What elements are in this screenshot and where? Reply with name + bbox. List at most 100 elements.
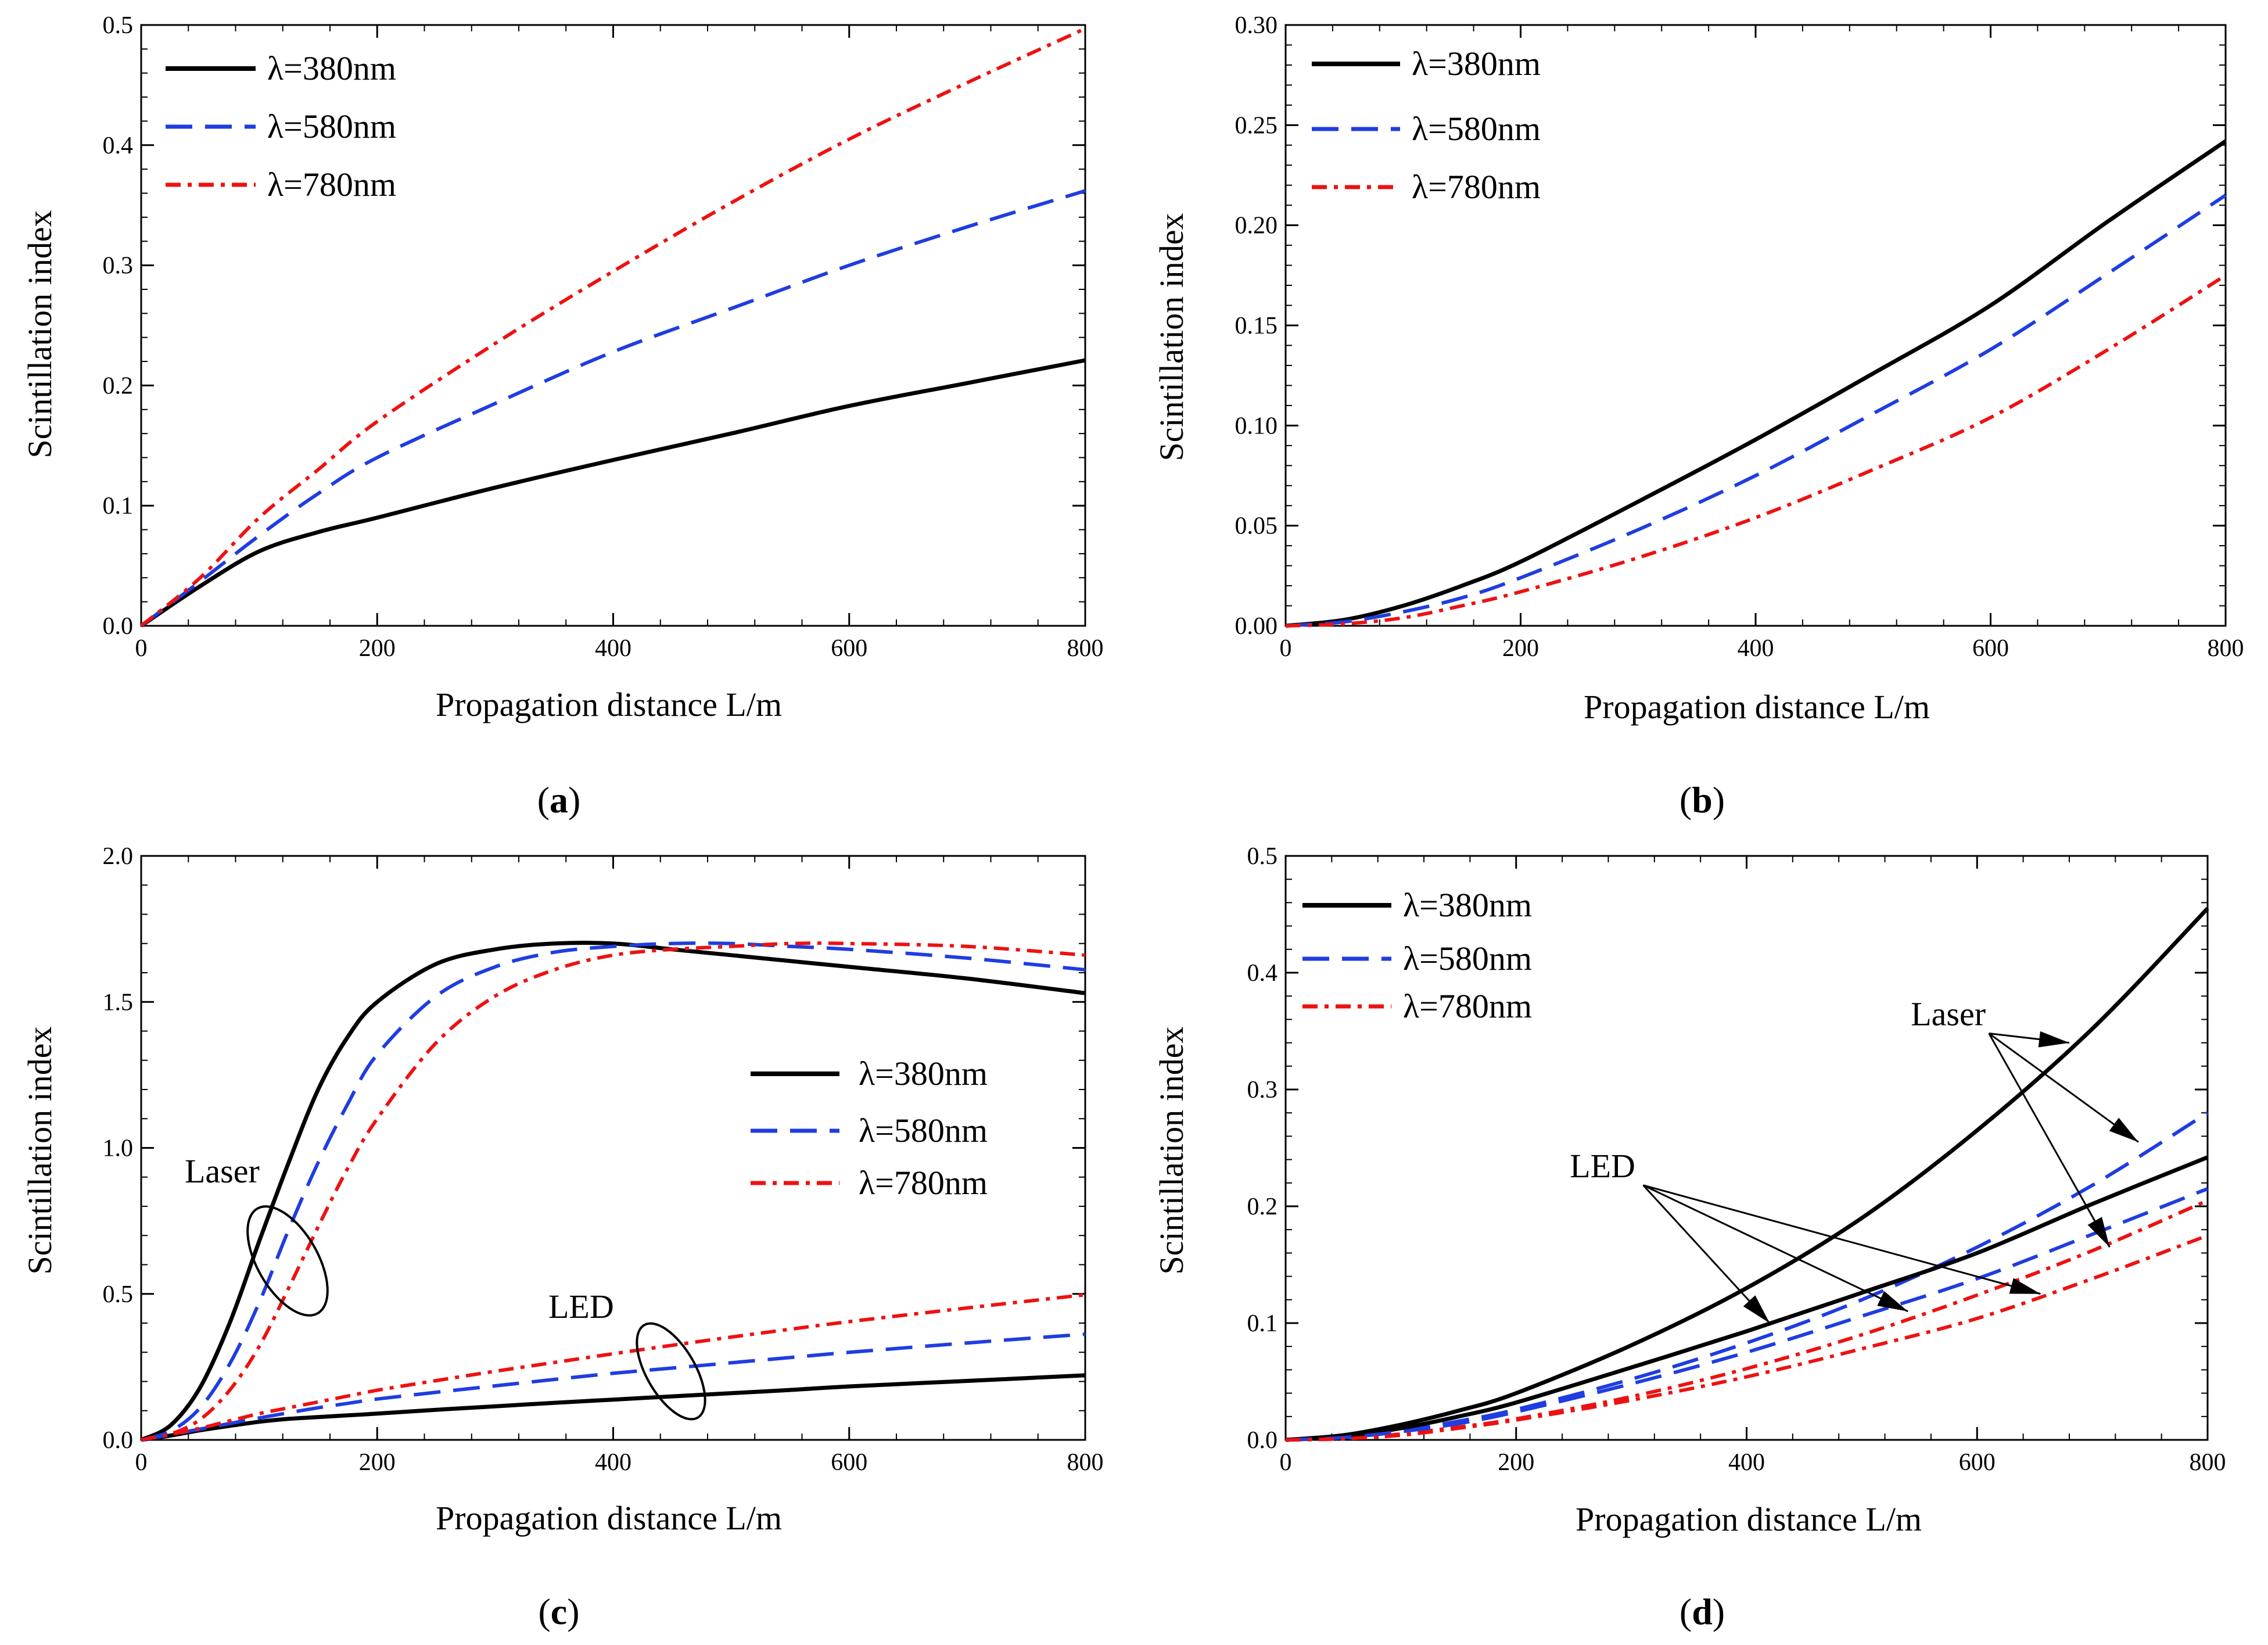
annotation-laser-d-label: Laser [1911, 995, 1986, 1033]
y-tick-label-c: 1.0 [103, 1135, 134, 1162]
x-tick-label-c: 400 [595, 1449, 631, 1476]
legend-b-label-3: λ=780nm [1412, 168, 1541, 206]
y-tick-label-b: 0.00 [1235, 613, 1278, 640]
legend-c-label-1: λ=380nm [859, 1055, 988, 1092]
series-line-c-laser-380nm [140, 941, 1086, 1442]
legend-b: λ=380nm λ=580nm λ=780nm [1312, 45, 1541, 206]
legend-d-label-1: λ=380nm [1403, 886, 1532, 924]
legend-c-label-2: λ=580nm [859, 1112, 988, 1149]
annotation-led-c: LED [548, 1288, 706, 1421]
x-tick-label-d: 200 [1498, 1449, 1534, 1476]
series-line-c-laser-580nm [141, 941, 1086, 1442]
caption-c: (c) [538, 1591, 579, 1632]
x-axis-label-b: Propagation distance L/m [1584, 688, 1930, 726]
y-tick-label-a: 0.1 [103, 493, 134, 519]
series-line-b-380nm [1285, 139, 2227, 628]
series-line-c-laser-780nm [141, 941, 1086, 1442]
series-line-a-580nm [140, 189, 1086, 628]
annotation-led-c-ellipse [636, 1322, 706, 1421]
y-tick-label-a: 0.3 [103, 253, 134, 279]
legend-c-label-3: λ=780nm [859, 1164, 988, 1202]
panel-b: 0 200 400 600 800 0.00 0.05 0.10 0.15 0.20 0.25 0.3… [1153, 12, 2244, 820]
x-tick-label-d: 0 [1280, 1449, 1292, 1476]
annotation-led-d-label: LED [1570, 1147, 1635, 1185]
x-tick-label-a: 200 [359, 635, 396, 662]
x-tick-label-b: 600 [1972, 635, 2009, 662]
x-tick-label-c: 0 [135, 1449, 148, 1476]
series-line-b-580nm [1285, 193, 2227, 628]
annotation-led-c-label: LED [548, 1288, 614, 1325]
series-line-c-led-780nm [141, 1293, 1086, 1442]
annotation-arrow-led-d [1642, 1184, 1908, 1313]
y-tick-label-b: 0.10 [1235, 413, 1278, 439]
y-tick-label-b: 0.20 [1235, 213, 1278, 239]
x-tick-label-d: 600 [1959, 1449, 1996, 1476]
annotation-arrowhead-led-d [2009, 1278, 2041, 1294]
series-line-b-780nm [1285, 274, 2227, 628]
y-tick-label-b: 0.05 [1235, 513, 1278, 540]
x-tick-label-d: 400 [1728, 1449, 1765, 1476]
y-tick-label-a: 0.5 [103, 12, 134, 39]
legend-c: λ=380nm λ=580nm λ=780nm [751, 1055, 988, 1202]
series-line-c-led-580nm [141, 1332, 1086, 1442]
x-tick-label-a: 400 [595, 635, 631, 662]
caption-a: (a) [537, 779, 581, 820]
y-tick-label-a: 0.0 [103, 613, 134, 640]
y-tick-label-b: 0.15 [1235, 313, 1278, 339]
annotation-laser-c: Laser [185, 1152, 329, 1317]
y-tick-label-c: 0.0 [103, 1427, 134, 1454]
y-tick-label-c: 0.5 [103, 1281, 134, 1308]
legend-d-label-3: λ=780nm [1403, 987, 1532, 1025]
series-line-d-led-380nm [1285, 1155, 2209, 1442]
annotation-arrow-led-d [1642, 1184, 1771, 1324]
y-tick-label-d: 0.3 [1247, 1077, 1278, 1103]
y-tick-label-b: 0.30 [1235, 12, 1278, 39]
x-tick-label-c: 800 [1067, 1449, 1104, 1476]
x-tick-label-b: 200 [1502, 635, 1539, 662]
y-tick-label-d: 0.4 [1247, 960, 1278, 987]
y-tick-label-c: 2.0 [103, 843, 134, 870]
panel-c: 0 200 400 600 800 0.0 0.5 1.0 1.5 2.0 λ=380nm λ=5… [21, 843, 1104, 1632]
plot-area-d: 0 200 400 600 800 0.0 0.1 0.2 0.3 0.4 0.5 Laser LED [1247, 843, 2226, 1476]
series-line-d-laser-580nm [1285, 1111, 2209, 1442]
plot-area-c: 0 200 400 600 800 0.0 0.5 1.0 1.5 2.0 [103, 843, 1104, 1476]
x-tick-label-a: 600 [831, 635, 867, 662]
x-tick-label-c: 200 [359, 1449, 396, 1476]
y-tick-label-c: 1.5 [103, 989, 134, 1016]
caption-b: (b) [1680, 779, 1725, 820]
series-line-d-led-580nm [1285, 1187, 2209, 1442]
series-line-a-380nm [140, 358, 1086, 628]
annotation-laser-c-label: Laser [185, 1152, 260, 1190]
legend-d-label-2: λ=580nm [1403, 940, 1532, 977]
legend-a-label-2: λ=580nm [267, 107, 396, 145]
legend-a: λ=380nm λ=580nm λ=780nm [166, 49, 396, 203]
x-tick-label-d: 800 [2190, 1449, 2226, 1476]
series-line-c-led-380nm [141, 1373, 1086, 1442]
y-axis-label-d: Scintillation index [1153, 1027, 1190, 1275]
y-axis-label-c: Scintillation index [21, 1027, 59, 1275]
annotation-laser-c-ellipse [246, 1205, 329, 1317]
y-tick-label-b: 0.25 [1235, 112, 1278, 139]
annotation-arrow-led-d [1643, 1184, 2041, 1295]
annotation-arrowhead-laser-d [2109, 1117, 2138, 1142]
y-tick-label-d: 0.1 [1247, 1310, 1278, 1337]
y-tick-label-a: 0.4 [103, 132, 134, 159]
series-line-d-laser-380nm [1285, 906, 2209, 1442]
annotation-arrowhead-led-d [1743, 1295, 1770, 1323]
x-axis-label-d: Propagation distance L/m [1576, 1500, 1922, 1538]
x-axis-label-a: Propagation distance L/m [436, 686, 782, 723]
plot-area-b: 0 200 400 600 800 0.00 0.05 0.10 0.15 0.20 0.25 0.3… [1235, 12, 2244, 662]
y-tick-label-d: 0.0 [1247, 1427, 1278, 1454]
legend-a-label-1: λ=380nm [267, 49, 396, 87]
series-line-a-780nm [140, 27, 1086, 628]
annotation-arrowhead-laser-d [2087, 1217, 2110, 1248]
panel-d: 0 200 400 600 8000.00.10.20.30.40.5LaserLED … [1153, 843, 2226, 1632]
caption-d: (d) [1680, 1591, 1725, 1632]
x-tick-label-b: 800 [2208, 635, 2244, 662]
annotation-arrowhead-laser-d [2038, 1031, 2069, 1048]
y-axis-label-b: Scintillation index [1153, 213, 1190, 461]
annotation-arrow-laser-d [1988, 1033, 2139, 1143]
y-axis-label-a: Scintillation index [21, 210, 59, 458]
plot-area-a: 0 200 400 600 800 0.0 0.1 0.2 0.3 0.4 0.5 [103, 12, 1104, 662]
